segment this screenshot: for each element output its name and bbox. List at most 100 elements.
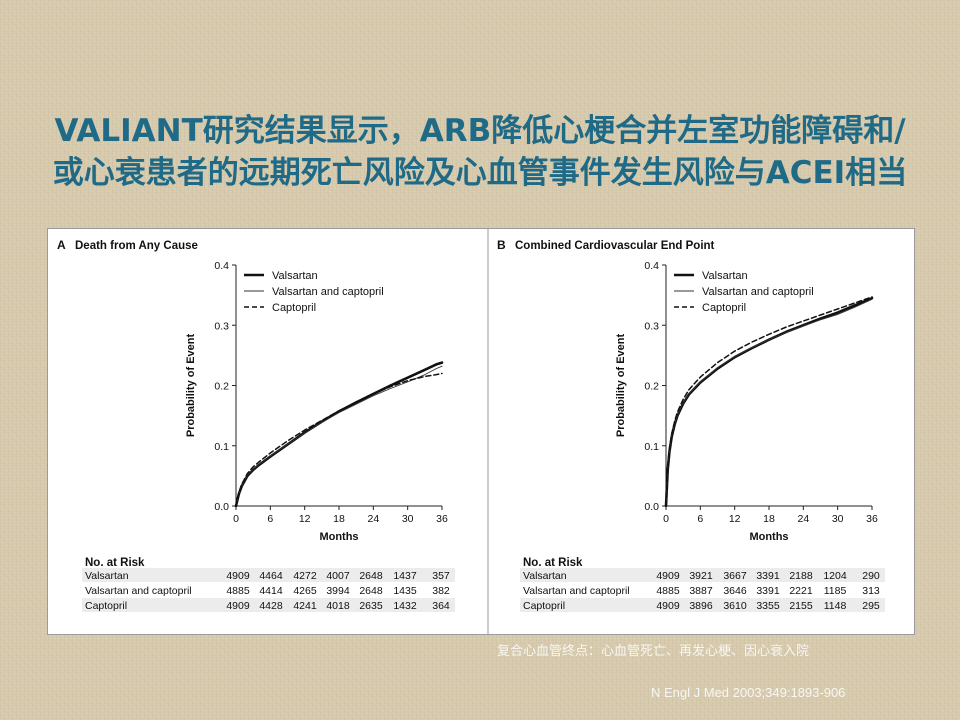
risk-table-cell: 1204: [823, 570, 847, 582]
risk-table-cell: 2635: [359, 600, 383, 612]
series-line-2: [665, 298, 873, 507]
risk-table-cell: 3391: [756, 585, 780, 597]
risk-table-cell: 2648: [359, 570, 383, 582]
risk-table-cell: 4909: [226, 570, 250, 582]
risk-table-row-label: Valsartan: [85, 570, 129, 582]
legend-label: Captopril: [272, 302, 316, 314]
chart-title: Combined Cardiovascular End Point: [515, 240, 715, 252]
slide-title-line-2: 或心衰患者的远期死亡风险及心血管事件发生风险与ACEI相当: [52, 155, 908, 191]
risk-table-cell: 4007: [326, 570, 350, 582]
series-line-2: [235, 365, 443, 507]
risk-table-cell: 1432: [393, 600, 417, 612]
risk-table-cell: 4464: [259, 570, 283, 582]
x-tick-label: 30: [402, 513, 414, 525]
risk-table-cell: 1435: [393, 585, 417, 597]
y-tick-label: 0.0: [644, 501, 659, 513]
risk-table-cell: 357: [432, 570, 450, 582]
risk-table-row-label: Captopril: [85, 600, 127, 612]
risk-table-cell: 4414: [259, 585, 283, 597]
y-tick-label: 0.4: [644, 260, 659, 272]
p-value-annotation: 缬沙坦 vs 卡托普利 P=0.20: [686, 468, 831, 482]
risk-table-header: No. at Risk: [523, 557, 583, 569]
x-tick-label: 18: [333, 513, 345, 525]
panel-letter: A: [57, 238, 66, 252]
x-tick-label: 24: [367, 513, 379, 525]
risk-table-cell: 295: [862, 600, 880, 612]
risk-table-row-label: Captopril: [523, 600, 565, 612]
km-curves-figure: A Death from Any Cause 0.0 0.1 0.2 0.3 0.4 0 6 12…: [57, 229, 885, 634]
risk-table-row-shade: [520, 568, 885, 582]
y-tick-label: 0.3: [644, 320, 659, 332]
y-tick-label: 0.1: [644, 441, 659, 453]
x-tick-label: 18: [763, 513, 775, 525]
risk-table-cell: 1185: [824, 585, 847, 597]
x-axis-label: Months: [749, 531, 788, 543]
risk-table-cell: 290: [862, 570, 880, 582]
x-tick-label: 36: [436, 513, 448, 525]
risk-table-cell: 4428: [259, 600, 283, 612]
risk-table-row-shade: [82, 598, 455, 612]
x-tick-label: 0: [233, 513, 239, 525]
risk-table-cell: 4241: [293, 600, 317, 612]
x-axis-label: Months: [319, 531, 358, 543]
risk-table-cell: 4265: [293, 585, 317, 597]
x-tick-label: 24: [797, 513, 809, 525]
risk-table-cell: 3610: [723, 600, 747, 612]
risk-table-cell: 4909: [656, 570, 680, 582]
risk-table-cell: 3921: [689, 570, 713, 582]
legend-label: Captopril: [702, 302, 746, 314]
x-tick-label: 12: [729, 513, 741, 525]
risk-table-row-label: Valsartan and captopril: [85, 585, 192, 597]
y-tick-label: 0.2: [644, 381, 659, 393]
legend-label: Valsartan: [702, 270, 748, 282]
x-tick-label: 30: [832, 513, 844, 525]
risk-table-row-shade: [520, 598, 885, 612]
x-tick-label: 6: [697, 513, 703, 525]
p-value-annotation: 缬沙坦 vs 卡托普利 P=0.98: [256, 468, 401, 482]
slide-title: VALIANT研究结果显示，ARB降低心梗合并左室功能障碍和/ 或心衰患者的远期…: [0, 110, 960, 194]
risk-table-cell: 4885: [226, 585, 250, 597]
series-line-3: [665, 296, 873, 507]
citation: N Engl J Med 2003;349:1893-906: [651, 685, 846, 700]
risk-table-cell: 3391: [756, 570, 780, 582]
y-tick-label: 0.3: [214, 320, 229, 332]
y-tick-label: 0.4: [214, 260, 229, 272]
risk-table-cell: 3896: [689, 600, 713, 612]
y-tick-label: 0.2: [214, 381, 229, 393]
risk-table-header: No. at Risk: [85, 557, 145, 569]
risk-table-cell: 2221: [789, 585, 813, 597]
risk-table-cell: 2155: [789, 600, 813, 612]
risk-table-row-label: Valsartan: [523, 570, 567, 582]
series-line-1: [234, 361, 444, 508]
risk-table-cell: 4885: [656, 585, 680, 597]
risk-table-cell: 3667: [723, 570, 747, 582]
risk-table-cell: 4909: [226, 600, 250, 612]
y-tick-label: 0.0: [214, 501, 229, 513]
chart-panel-b: B Combined Cardiovascular End Point 0.0 0.1…: [497, 238, 885, 612]
panel-letter: B: [497, 238, 506, 252]
risk-table-cell: 3994: [326, 585, 350, 597]
series-line-3: [235, 372, 443, 507]
endpoint-footnote: 复合心血管终点：心血管死亡、再发心梗、因心衰入院: [497, 644, 810, 659]
risk-table-cell: 4909: [656, 600, 680, 612]
risk-table-cell: 4018: [326, 600, 350, 612]
x-tick-label: 0: [663, 513, 669, 525]
risk-table-cell: 382: [432, 585, 450, 597]
risk-table-cell: 1437: [393, 570, 417, 582]
risk-table-cell: 3646: [723, 585, 747, 597]
risk-table-row-shade: [82, 568, 455, 582]
risk-table-row-label: Valsartan and captopril: [523, 585, 630, 597]
risk-table-cell: 2188: [789, 570, 813, 582]
x-tick-label: 6: [267, 513, 273, 525]
legend-label: Valsartan and captopril: [702, 286, 814, 298]
chart-panel-a: A Death from Any Cause 0.0 0.1 0.2 0.3 0.4 0 6 12…: [57, 238, 455, 612]
risk-table-cell: 3887: [689, 585, 713, 597]
risk-table-cell: 2648: [359, 585, 383, 597]
y-tick-label: 0.1: [214, 441, 229, 453]
legend-label: Valsartan and captopril: [272, 286, 384, 298]
chart-title: Death from Any Cause: [75, 240, 198, 252]
y-axis-label: Probability of Event: [615, 334, 627, 438]
slide-title-line-1: VALIANT研究结果显示，ARB降低心梗合并左室功能障碍和/: [54, 113, 906, 149]
risk-table-cell: 364: [432, 600, 450, 612]
y-axis-label: Probability of Event: [185, 334, 197, 438]
